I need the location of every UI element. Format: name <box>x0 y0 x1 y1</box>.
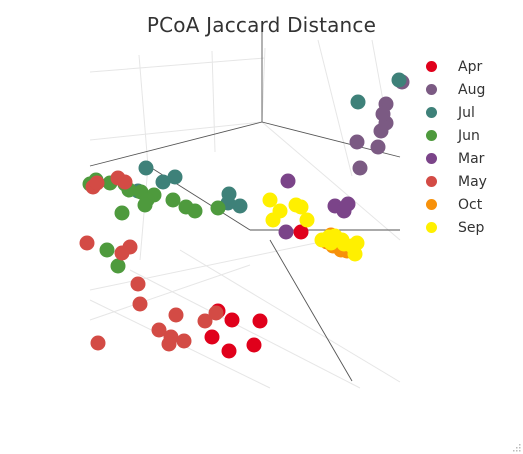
legend-label: Apr <box>458 58 483 75</box>
data-point-may-6[interactable] <box>114 245 130 261</box>
data-point-may-8[interactable] <box>132 296 148 312</box>
legend-item-mar[interactable]: Mar <box>426 147 487 170</box>
data-point-may-10[interactable] <box>151 322 167 338</box>
data-point-apr-6[interactable] <box>293 224 309 240</box>
data-point-jul-7[interactable] <box>232 198 248 214</box>
data-point-sep-4[interactable] <box>299 212 315 228</box>
legend-marker-icon <box>426 222 437 233</box>
data-point-sep-12[interactable] <box>347 246 363 262</box>
legend-marker-icon <box>426 130 437 141</box>
data-point-jul-1[interactable] <box>391 72 407 88</box>
series-sep <box>262 192 365 262</box>
data-point-jun-13[interactable] <box>114 205 130 221</box>
data-point-may-1[interactable] <box>89 175 105 191</box>
data-point-may-13[interactable] <box>161 336 177 352</box>
series-jun <box>82 172 226 274</box>
data-point-aug-3[interactable] <box>370 139 386 155</box>
legend-item-jul[interactable]: Jul <box>426 101 487 124</box>
data-point-may-12[interactable] <box>176 333 192 349</box>
data-points <box>79 72 410 359</box>
series-apr <box>204 224 309 359</box>
legend: Apr Aug Jul Jun Mar May Oct Sep <box>426 55 487 239</box>
legend-label: Jul <box>458 104 475 121</box>
data-point-may-3[interactable] <box>117 174 133 190</box>
data-point-may-9[interactable] <box>168 307 184 323</box>
data-point-may-15[interactable] <box>208 305 224 321</box>
legend-item-aug[interactable]: Aug <box>426 78 487 101</box>
legend-label: Jun <box>458 127 480 144</box>
data-point-jun-15[interactable] <box>110 258 126 274</box>
data-point-aug-5[interactable] <box>352 160 368 176</box>
legend-label: Sep <box>458 219 485 236</box>
legend-label: Oct <box>458 196 483 213</box>
data-point-sep-14[interactable] <box>321 229 337 245</box>
legend-marker-icon <box>426 107 437 118</box>
scene-axes <box>89 32 401 382</box>
legend-marker-icon <box>426 84 437 95</box>
series-mar <box>278 173 356 240</box>
data-point-mar-3[interactable] <box>336 203 352 219</box>
legend-item-jun[interactable]: Jun <box>426 124 487 147</box>
legend-label: May <box>458 173 487 190</box>
data-point-mar-4[interactable] <box>278 224 294 240</box>
data-point-aug-7[interactable] <box>375 106 391 122</box>
legend-item-sep[interactable]: Sep <box>426 216 487 239</box>
data-point-may-16[interactable] <box>90 335 106 351</box>
series-may <box>79 170 224 352</box>
data-point-apr-5[interactable] <box>204 329 220 345</box>
data-point-sep-3[interactable] <box>293 199 309 215</box>
resize-grip-icon[interactable] <box>511 442 521 452</box>
legend-marker-icon <box>426 176 437 187</box>
data-point-jul-2[interactable] <box>138 160 154 176</box>
data-point-may-14[interactable] <box>197 313 213 329</box>
data-point-apr-2[interactable] <box>252 313 268 329</box>
data-point-sep-5[interactable] <box>265 212 281 228</box>
data-point-may-4[interactable] <box>79 235 95 251</box>
data-point-jun-8[interactable] <box>137 197 153 213</box>
data-point-sep-13[interactable] <box>334 232 350 248</box>
data-point-aug-4[interactable] <box>349 134 365 150</box>
data-point-jun-12[interactable] <box>210 200 226 216</box>
data-point-jul-3[interactable] <box>155 174 171 190</box>
series-aug <box>349 74 410 176</box>
legend-marker-icon <box>426 199 437 210</box>
scene-grid <box>89 39 401 389</box>
data-point-jul-0[interactable] <box>350 94 366 110</box>
data-point-mar-0[interactable] <box>280 173 296 189</box>
data-point-jun-9[interactable] <box>165 192 181 208</box>
data-point-apr-4[interactable] <box>221 343 237 359</box>
chart-title: PCoA Jaccard Distance <box>146 13 377 37</box>
data-point-jun-14[interactable] <box>99 242 115 258</box>
legend-marker-icon <box>426 153 437 164</box>
data-point-apr-3[interactable] <box>246 337 262 353</box>
data-point-sep-0[interactable] <box>262 192 278 208</box>
data-point-jun-11[interactable] <box>187 203 203 219</box>
data-point-jul-4[interactable] <box>167 169 183 185</box>
legend-item-may[interactable]: May <box>426 170 487 193</box>
legend-label: Mar <box>458 150 485 167</box>
legend-label: Aug <box>458 81 486 98</box>
data-point-may-7[interactable] <box>130 276 146 292</box>
legend-item-oct[interactable]: Oct <box>426 193 487 216</box>
legend-marker-icon <box>426 61 437 72</box>
legend-item-apr[interactable]: Apr <box>426 55 487 78</box>
data-point-apr-1[interactable] <box>224 312 240 328</box>
series-jul <box>130 72 407 214</box>
